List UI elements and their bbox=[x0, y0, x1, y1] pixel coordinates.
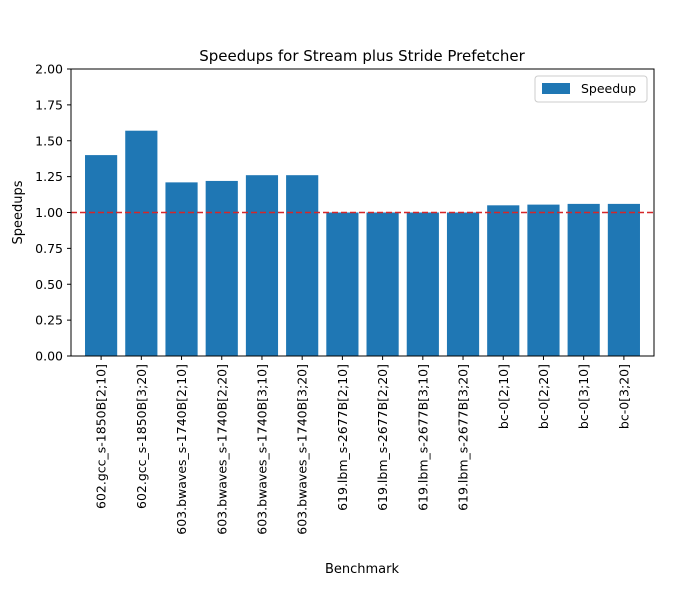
legend-label: Speedup bbox=[581, 81, 636, 96]
bar bbox=[245, 175, 279, 356]
y-tick-label: 0.50 bbox=[35, 277, 63, 292]
chart-title: Speedups for Stream plus Stride Prefetch… bbox=[199, 47, 525, 65]
x-tick-label: 603.bwaves_s-1740B[3;20] bbox=[295, 364, 310, 535]
x-tick-label: 619.lbm_s-2677B[3;20] bbox=[456, 364, 471, 511]
bar bbox=[607, 203, 640, 356]
y-tick-label: 1.75 bbox=[35, 97, 63, 112]
x-tick-label: bc-0[2;10] bbox=[496, 364, 511, 429]
legend-swatch bbox=[542, 83, 570, 94]
bar bbox=[286, 175, 319, 356]
y-tick-label: 2.00 bbox=[35, 62, 63, 77]
x-axis: 602.gcc_s-1850B[2;10] 602.gcc_s-1850B[3;2… bbox=[94, 356, 631, 535]
y-tick-label: 0.25 bbox=[35, 313, 63, 328]
x-tick-label: 603.bwaves_s-1740B[2;20] bbox=[214, 364, 229, 535]
y-tick-label: 0.75 bbox=[35, 241, 63, 256]
y-tick-label: 1.25 bbox=[35, 169, 63, 184]
plot-area bbox=[71, 130, 654, 356]
bar bbox=[125, 130, 158, 356]
y-axis: 0.00 0.25 0.50 0.75 1.00 1.25 1.50 1.75 2.00 bbox=[35, 62, 71, 364]
x-tick-label: bc-0[3;20] bbox=[616, 364, 631, 429]
bar bbox=[326, 212, 359, 356]
y-tick-label: 1.50 bbox=[35, 133, 63, 148]
bar bbox=[487, 205, 520, 356]
x-tick-label: 602.gcc_s-1850B[3;20] bbox=[134, 364, 149, 509]
x-tick-label: 603.bwaves_s-1740B[2;10] bbox=[174, 364, 189, 535]
y-tick-label: 0.00 bbox=[35, 349, 63, 364]
bar bbox=[165, 182, 198, 356]
x-tick-label: 603.bwaves_s-1740B[3;10] bbox=[254, 364, 269, 535]
bar bbox=[567, 203, 600, 356]
x-tick-label: 602.gcc_s-1850B[2;10] bbox=[94, 364, 109, 509]
legend: Speedup bbox=[534, 75, 648, 103]
bar bbox=[446, 212, 480, 356]
legend-box bbox=[534, 75, 648, 103]
bar bbox=[527, 204, 560, 356]
bar bbox=[366, 212, 399, 356]
y-tick-label: 1.00 bbox=[35, 205, 63, 220]
x-axis-label: Benchmark bbox=[325, 562, 400, 577]
bar bbox=[85, 155, 118, 356]
y-axis-label: Speedups bbox=[11, 180, 26, 244]
x-tick-label: 619.lbm_s-2677B[3;10] bbox=[415, 364, 430, 511]
x-tick-label: 619.lbm_s-2677B[2;20] bbox=[375, 364, 390, 511]
x-tick-label: bc-0[2;20] bbox=[536, 364, 551, 429]
bar bbox=[406, 212, 439, 356]
plot-frame bbox=[70, 68, 655, 357]
bar bbox=[205, 180, 238, 356]
x-tick-label: 619.lbm_s-2677B[2;10] bbox=[335, 364, 350, 511]
x-tick-label: bc-0[3;10] bbox=[576, 364, 591, 429]
